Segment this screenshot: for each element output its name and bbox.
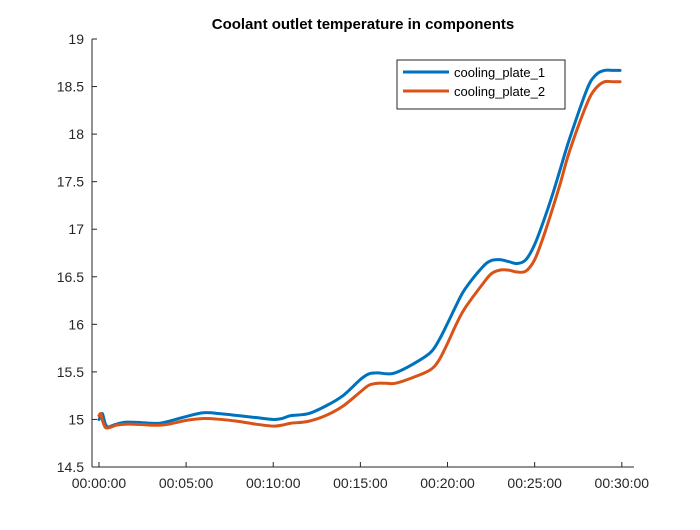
legend-box [396,59,566,110]
y-axis: 14.5 15 15.5 16 16.5 17 17.5 18 18.5 19 [57,31,97,475]
series-line-cooling_plate_2 [97,79,622,430]
x-tick-label: 00:00:00 [72,475,127,491]
x-tick-label: 00:05:00 [159,475,214,491]
x-tick-label: 00:30:00 [595,475,650,491]
y-tick-label: 15.5 [57,364,84,380]
plot-area [92,39,634,467]
legend-label-cooling_plate_2: cooling_plate_2 [454,84,545,99]
y-tick-label: 19 [68,31,84,47]
y-tick-label: 14.5 [57,459,84,475]
series-layer [97,68,622,430]
plot-background [92,39,634,467]
x-tick-label: 00:20:00 [420,475,475,491]
y-tick-label: 18.5 [57,79,84,95]
x-tick-label: 00:10:00 [246,475,301,491]
x-tick-label: 00:25:00 [507,475,562,491]
y-tick-label: 15 [68,411,84,427]
legend: cooling_plate_1 cooling_plate_2 [396,59,566,110]
chart-title: Coolant outlet temperature in components [212,16,515,33]
series-line-cooling_plate_1 [97,68,622,429]
legend-label-cooling_plate_1: cooling_plate_1 [454,65,545,80]
y-tick-label: 17 [68,221,84,237]
x-tick-label: 00:15:00 [333,475,388,491]
y-tick-label: 16.5 [57,269,84,285]
y-tick-label: 18 [68,126,84,142]
y-tick-label: 16 [68,316,84,332]
y-tick-label: 17.5 [57,174,84,190]
x-axis: 00:00:00 00:05:00 00:10:00 00:15:00 00:20:00… [72,462,650,491]
